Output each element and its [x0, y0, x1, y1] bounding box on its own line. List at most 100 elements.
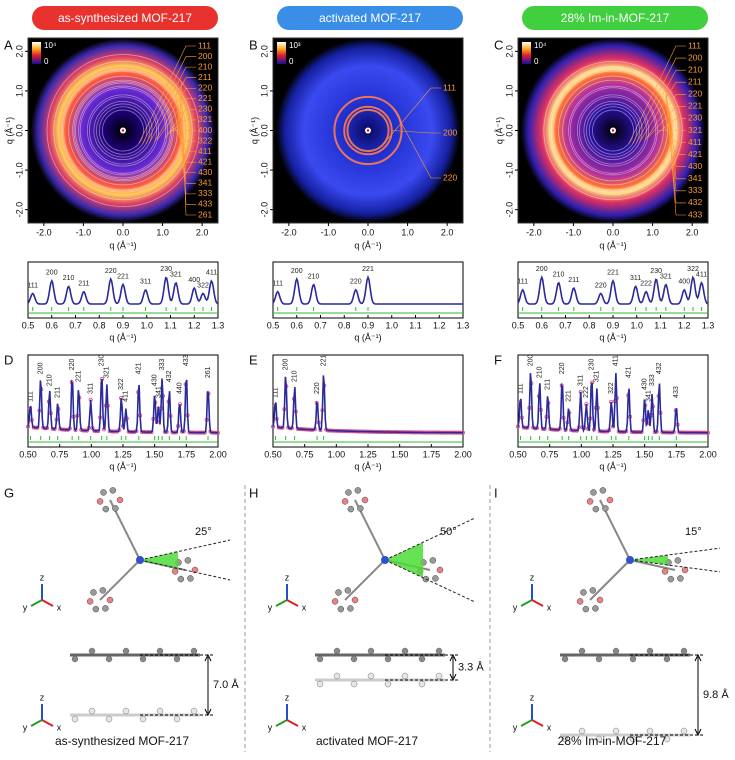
ring-label: 221 — [198, 93, 212, 103]
axis-x-label: x — [547, 602, 552, 612]
header: 28% Im-in-MOF-217 — [561, 11, 670, 25]
ring-label: 341 — [198, 178, 212, 188]
angle-wedge — [140, 551, 178, 569]
diffraction-ring — [98, 106, 148, 155]
atom — [99, 587, 107, 594]
atom — [629, 735, 637, 743]
atom — [582, 605, 590, 613]
diffraction-ring — [96, 103, 150, 158]
peak-label: 210 — [63, 275, 75, 282]
atom — [561, 655, 569, 663]
x-axis-label: q (Å⁻¹) — [109, 332, 136, 342]
x-tick-label: 1.75 — [423, 449, 441, 459]
atom — [333, 672, 341, 680]
axis-y — [30, 719, 43, 727]
leader-line — [639, 81, 686, 142]
ring-label: 333 — [688, 185, 702, 195]
peak-label: 321 — [660, 273, 672, 280]
x-tick-label: 0.50 — [264, 449, 282, 459]
colorbar — [522, 42, 531, 64]
atom — [156, 647, 164, 655]
x-tick-label: 1.0 — [385, 320, 398, 330]
y-tick-label: -2.0 — [14, 202, 24, 218]
x-tick-label: 0.8 — [338, 320, 351, 330]
peak-label: 341 — [645, 390, 652, 402]
peak-label: 221 — [76, 370, 83, 382]
peak-label: 433 — [183, 354, 190, 366]
panel-letter: E — [249, 352, 258, 367]
peak-label: 221 — [321, 354, 328, 366]
y-tick-label: -1.0 — [14, 162, 24, 178]
x-tick-label: 1.00 — [328, 449, 346, 459]
diffraction-ring — [576, 94, 650, 167]
atom — [592, 505, 600, 513]
x-tick-label: 0.75 — [296, 449, 314, 459]
center-atom — [626, 556, 634, 564]
angle-line — [139, 559, 231, 581]
peak-label: 210 — [553, 272, 565, 279]
x-axis-label: q (Å⁻¹) — [109, 461, 136, 471]
atom — [602, 505, 609, 512]
peak-label: 430 — [152, 374, 159, 386]
caption: as-synthesized MOF-217 — [55, 734, 189, 748]
x-tick-label: 1.75 — [668, 449, 686, 459]
ring-label: 411 — [198, 146, 212, 156]
atom — [191, 566, 199, 574]
observed-point — [73, 428, 78, 433]
diffraction-ring — [68, 75, 178, 186]
atom — [661, 568, 669, 575]
peak-label: 211 — [568, 277, 579, 284]
axis-x-label: x — [547, 722, 552, 732]
leader-line — [632, 57, 686, 145]
atom — [139, 655, 147, 663]
diffraction-ring — [579, 96, 647, 165]
leader-line — [383, 87, 441, 144]
axis-y-label: y — [513, 722, 518, 732]
axis-x — [531, 599, 544, 607]
axis-x-label: x — [302, 602, 307, 612]
x-tick-label: 1.3 — [702, 320, 715, 330]
leader-line — [142, 56, 196, 145]
diffraction-ring — [60, 68, 186, 193]
peak-label: 211 — [545, 379, 552, 390]
peak-label: 200 — [528, 354, 535, 366]
ring-label: 220 — [198, 83, 212, 93]
atom — [592, 605, 599, 612]
beam-center — [611, 129, 615, 132]
diffraction-ring — [558, 75, 668, 186]
leader-line — [154, 87, 196, 143]
atom — [680, 647, 688, 655]
ring-label: 411 — [688, 137, 702, 147]
x-axis-label: q (Å⁻¹) — [109, 240, 136, 250]
ring-label: 111 — [688, 40, 701, 50]
atom — [595, 655, 603, 663]
peak-label: 432 — [656, 362, 663, 374]
ring-label: 211 — [198, 72, 212, 82]
atom — [112, 505, 119, 512]
x-tick-label: 1.3 — [457, 320, 470, 330]
peak-label: 321 — [104, 366, 111, 378]
peak-label: 411 — [696, 272, 707, 279]
diffraction-ring — [62, 69, 184, 192]
axis-z-label: z — [530, 692, 535, 702]
peak-label: 400 — [678, 279, 690, 286]
atom — [578, 727, 586, 735]
y-axis-label: q (Å⁻¹) — [4, 117, 14, 144]
y-axis-label: q (Å⁻¹) — [494, 117, 504, 144]
y-tick-label: -1.0 — [504, 162, 514, 178]
diffraction-ring — [586, 103, 640, 158]
leader-line — [178, 110, 196, 174]
atom — [435, 672, 443, 680]
axis-y-label: y — [268, 602, 273, 612]
diffraction-ring — [63, 70, 183, 191]
x-tick-label: 1.2 — [188, 320, 201, 330]
atom — [171, 568, 179, 575]
beam-center — [366, 129, 370, 132]
axis-x — [41, 719, 54, 727]
atom — [580, 589, 587, 596]
atom — [612, 647, 620, 655]
y-tick-label: 2.0 — [504, 45, 514, 58]
leader-line — [393, 108, 441, 179]
diffraction-ring — [86, 94, 160, 167]
ring-label: 211 — [688, 76, 702, 86]
